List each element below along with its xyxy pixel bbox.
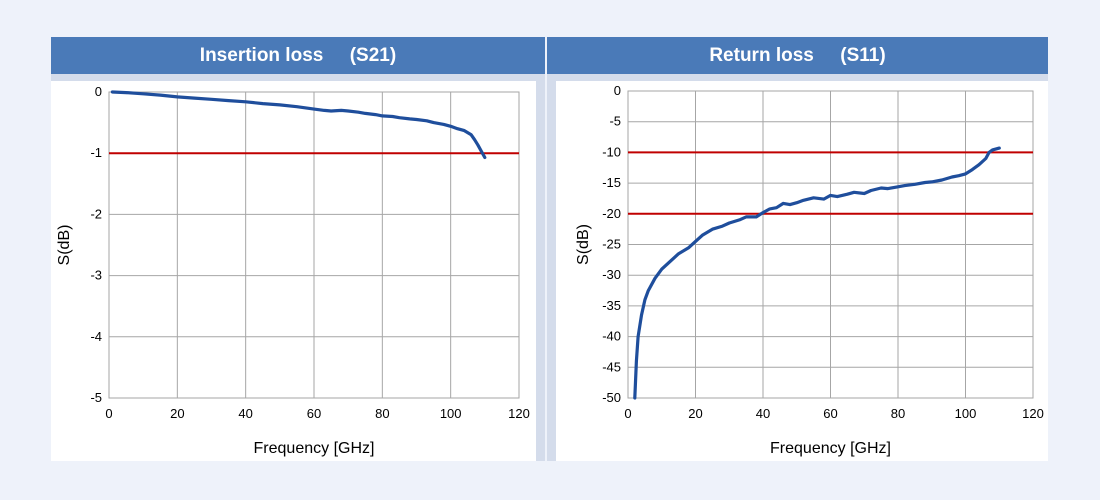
il-y-tick-label: -5 (90, 390, 102, 405)
return-loss-title: Return loss (S11) (547, 37, 1048, 74)
rl-y-tick-label: 0 (614, 83, 621, 98)
rl-series-line (633, 146, 1001, 400)
il-x-tick-label: 80 (375, 406, 389, 421)
rl-x-tick-label: 60 (823, 406, 837, 421)
insertion-loss-title: Insertion loss (S21) (51, 37, 545, 74)
rl-y-tick-label: -35 (602, 298, 621, 313)
rl-y-tick-label: -5 (609, 114, 621, 129)
il-x-tick-label: 100 (440, 406, 462, 421)
rl-y-tick-label: -25 (602, 237, 621, 252)
il-plot-border (108, 91, 520, 399)
rl-x-tick-label: 80 (891, 406, 905, 421)
return-loss-panel: Return loss (S11) 0 20 40 60 80 100 120 0 -5 -10 -… (547, 37, 1048, 461)
rl-y-tick-label: -45 (602, 359, 621, 374)
rl-x-tick-label: 40 (756, 406, 770, 421)
rl-x-tick-label: 20 (688, 406, 702, 421)
rl-y-tick-label: -40 (602, 329, 621, 344)
insertion-loss-panel: Insertion loss (S21) 0 20 40 60 80 100 120 0 -1 -… (51, 37, 545, 461)
il-x-tick-label: 120 (508, 406, 530, 421)
il-y-tick-label: -1 (90, 145, 102, 160)
rl-x-tick-label: 0 (624, 406, 631, 421)
il-x-axis-label: Frequency [GHz] (254, 440, 375, 457)
rl-y-axis-label: S(dB) (575, 224, 592, 265)
insertion-loss-chart: 0 20 40 60 80 100 120 0 -1 -2 -3 -4 -5 Frequency [GHz… (56, 84, 530, 457)
il-x-tick-label: 40 (238, 406, 252, 421)
il-x-tick-label: 20 (170, 406, 184, 421)
rl-x-tick-label: 120 (1022, 406, 1044, 421)
rl-y-tick-label: -10 (602, 144, 621, 159)
rl-y-tick-label: -30 (602, 267, 621, 282)
il-x-tick-label: 60 (307, 406, 321, 421)
il-y-tick-label: -2 (90, 206, 102, 221)
rl-x-axis-label: Frequency [GHz] (770, 440, 891, 457)
rl-y-tick-label: -20 (602, 206, 621, 221)
rl-y-tick-label: -15 (602, 175, 621, 190)
insertion-loss-plot-area: 0 20 40 60 80 100 120 0 -1 -2 -3 -4 -5 Frequency [GHz… (51, 81, 536, 461)
il-y-tick-label: -3 (90, 268, 102, 283)
il-y-tick-label: -4 (90, 329, 102, 344)
il-y-axis-label: S(dB) (56, 225, 73, 266)
il-series-line (110, 90, 487, 160)
il-y-tick-label: 0 (95, 84, 102, 99)
return-loss-chart: 0 20 40 60 80 100 120 0 -5 -10 -15 -20 -25 -30 -35 -40 -… (575, 83, 1044, 457)
rl-x-tick-label: 100 (955, 406, 977, 421)
rl-y-tick-label: -50 (602, 390, 621, 405)
return-loss-plot-area: 0 20 40 60 80 100 120 0 -5 -10 -15 -20 -25 -30 -35 -40 -… (556, 81, 1048, 461)
rl-plot-border (627, 90, 1034, 399)
il-x-tick-label: 0 (105, 406, 112, 421)
